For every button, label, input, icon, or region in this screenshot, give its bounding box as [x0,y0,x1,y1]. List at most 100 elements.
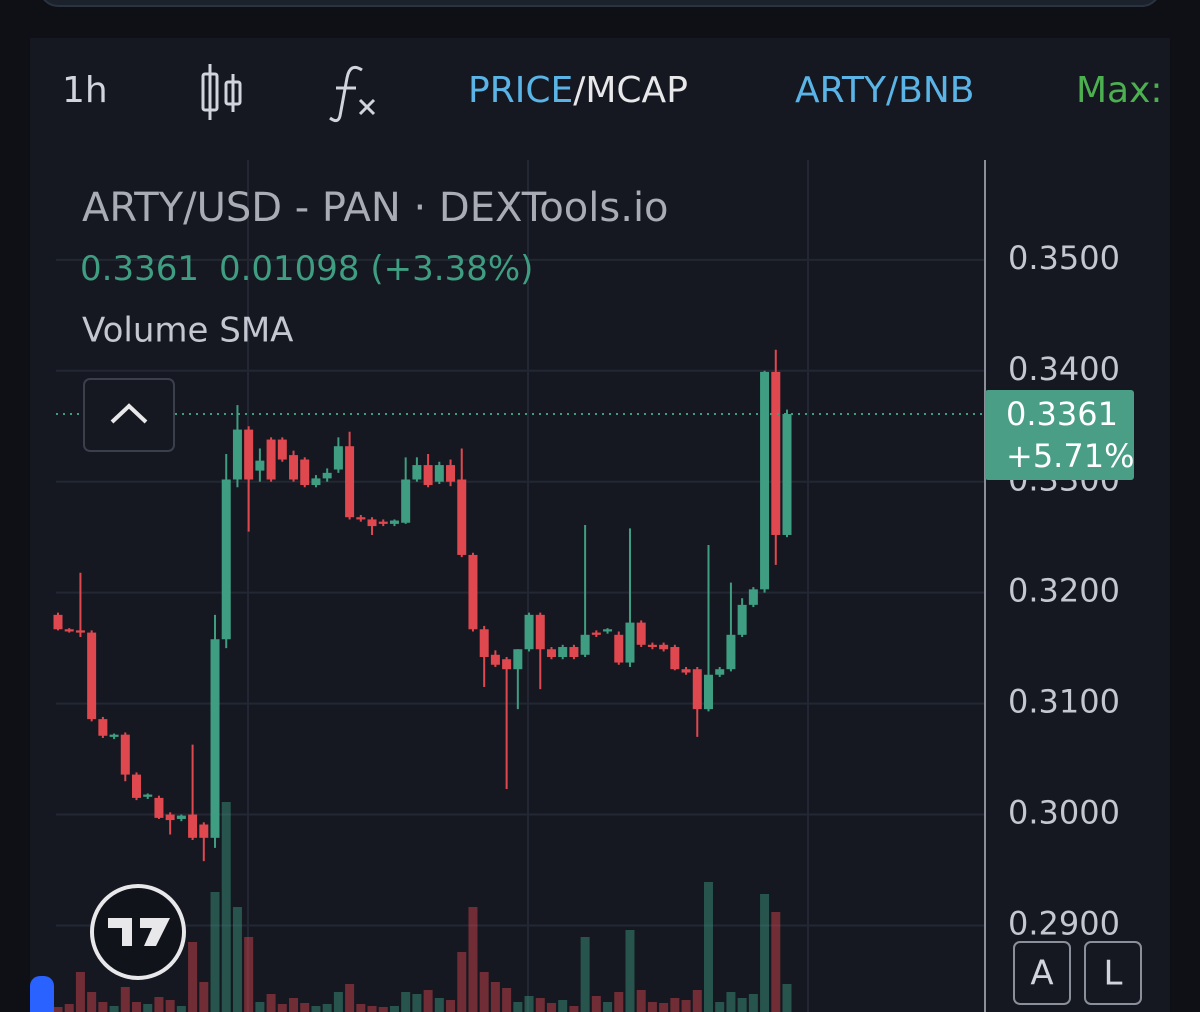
candle-body [782,414,792,535]
volume-bar [580,937,590,1012]
candle-body [670,647,680,670]
indicators-icon[interactable] [329,65,376,123]
volume-bar [692,990,702,1012]
candle-body [109,734,119,737]
candle-body [558,647,568,657]
candle-body [87,632,97,720]
candle-body [64,629,74,632]
candle-body [199,824,209,838]
volume-bar [715,1002,725,1012]
y-tick-label: 0.3200 [1008,572,1120,610]
volume-bar [434,998,444,1012]
volume-bar [132,1002,142,1012]
candle-body [322,472,332,479]
volume-bar [625,930,635,1012]
y-tick-label: 0.3400 [1008,350,1120,388]
volume-bar [670,998,680,1012]
candle-body [423,465,433,486]
volume-bar [737,998,747,1012]
volume-bar [378,1007,388,1012]
candle-body [210,639,220,838]
candle-body [446,465,456,482]
volume-bar [311,1006,321,1012]
candle-body [132,774,142,798]
price-option[interactable]: PRICE [468,70,573,111]
candle-body [468,554,478,630]
y-tick-label: 0.3500 [1008,239,1120,277]
collapse-button[interactable] [83,378,175,452]
scale-button[interactable] [1013,941,1071,1005]
candle-body [277,439,287,460]
price-tag [985,390,1134,481]
side-handle[interactable] [30,976,54,1012]
price-mcap-toggle[interactable]: PRICE/MCAP [468,70,688,111]
candle-body [311,478,321,486]
volume-bar [771,912,781,1012]
volume-bar [591,996,601,1012]
candle-body [748,589,758,605]
candle-body [614,634,624,663]
candle-body [659,644,669,650]
logo-ring [90,884,186,980]
candle-body [244,429,254,480]
scale-button[interactable] [1084,941,1142,1005]
candle-body [266,439,276,480]
candle-body [490,654,500,665]
search-bar[interactable] [40,0,1160,7]
volume-bar [782,984,792,1012]
volume-bar [165,1000,175,1012]
tradingview-logo[interactable] [90,884,186,980]
y-tick-label: 0.2900 [1008,904,1120,942]
volume-bar [659,1003,669,1012]
volume-bar [760,894,770,1012]
volume-bar [479,972,489,1012]
candle-body [692,669,702,710]
candle-type-icon[interactable] [201,64,242,120]
candle-body [333,446,343,470]
volume-bar [513,1002,523,1012]
volume-bar [681,1000,691,1012]
volume-bar [143,1004,153,1012]
volume-bar [210,892,220,1012]
volume-bar [423,990,433,1012]
volume-bar [176,1006,186,1012]
volume-bar [322,1004,332,1012]
candle-body [636,622,646,645]
volume-bar [748,994,758,1012]
volume-bar [703,882,713,1012]
mcap-option[interactable]: /MCAP [573,70,688,111]
max-button[interactable]: Max: [1076,70,1163,111]
candle-body [367,519,377,527]
interval-button[interactable]: 1h [62,70,108,111]
volume-bar [266,994,276,1012]
pair-toggle[interactable]: ARTY/BNB [795,70,974,111]
candle-body [412,465,422,480]
volume-bar [120,987,130,1012]
candle-body [524,614,534,650]
candle-body [603,629,613,632]
candle-body [154,797,164,818]
volume-bar [345,984,355,1012]
candle-body [625,622,635,663]
candle-body [401,479,411,523]
candle-body [165,814,175,821]
price-tag-value: 0.3361 [1006,395,1118,433]
candle-body [580,634,590,655]
chart-panel [30,38,1170,1012]
candle-body [188,814,198,838]
volume-bar [647,1002,657,1012]
volume-bar [255,1002,265,1012]
candle-body [176,815,186,819]
candle-body [53,614,63,630]
volume-bar [524,996,534,1012]
collapse-icon [110,403,148,424]
candle-body [457,479,467,555]
candle-body [232,429,242,480]
price-tag-change: +5.71% [1006,437,1134,475]
candle-body [591,632,601,635]
volume-bar [244,937,254,1012]
volume-bar [109,1006,119,1012]
candle-body [726,634,736,670]
volume-bar [64,1004,74,1012]
volume-bar [367,1006,377,1012]
